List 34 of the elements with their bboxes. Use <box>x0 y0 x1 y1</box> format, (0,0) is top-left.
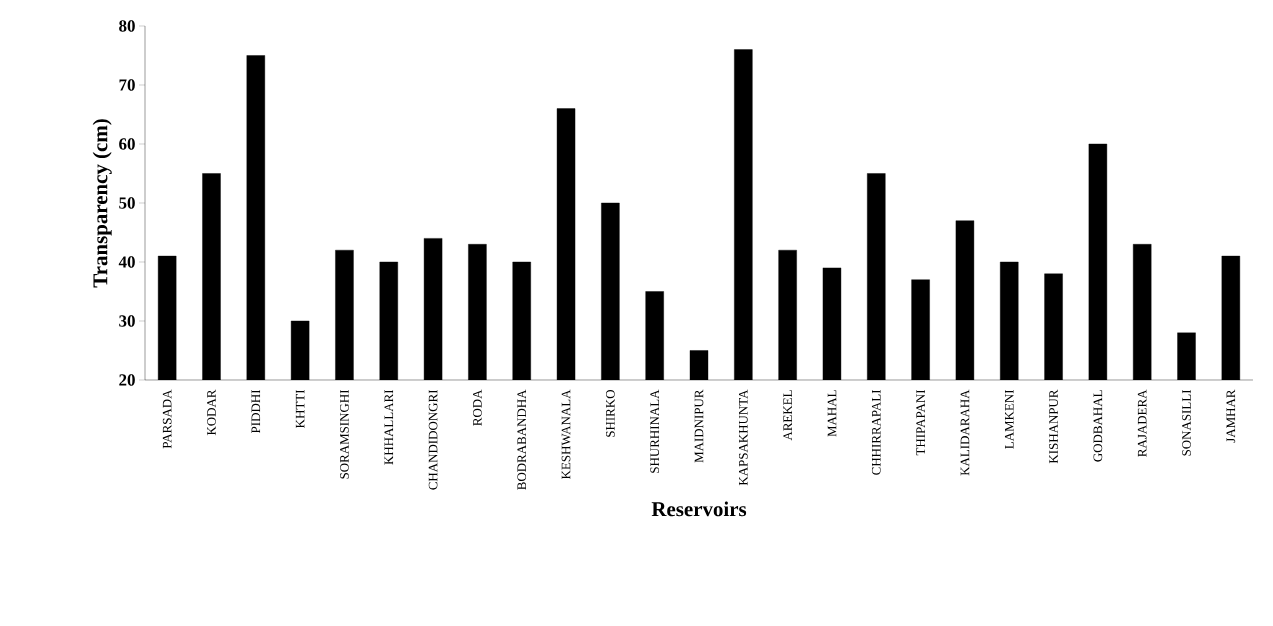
x-tick-label: AREKEL <box>783 390 792 441</box>
y-tick-label: 80 <box>119 20 135 32</box>
x-tick-label: MAHAL <box>827 390 837 437</box>
x-tick-label: KISHANPUR <box>1049 389 1058 464</box>
y-tick-label: 50 <box>119 197 135 209</box>
x-tick-label: KHTTI <box>295 389 305 428</box>
x-tick-label: RODA <box>473 389 482 426</box>
y-tick-label: 60 <box>119 138 135 150</box>
y-axis-title: Transparency (cm) <box>92 119 112 288</box>
x-tick-label: PARSADA <box>162 389 172 449</box>
x-tick-label: KODAR <box>207 389 216 436</box>
x-tick-label: CHHIRRAPALI <box>871 389 881 475</box>
x-tick-label: PIDDHI <box>251 389 261 434</box>
x-tick-label: KHHALLARI <box>384 389 394 465</box>
x-axis-title: Reservoirs <box>651 501 747 517</box>
x-tick-label: BODRABANDHA <box>517 389 527 490</box>
x-tick-label: MAIDNIPUR <box>694 389 704 463</box>
x-tick-label: SHIRKO <box>606 390 615 437</box>
x-tick-label: KAPSAKHUNTA <box>738 389 748 486</box>
x-tick-label: SHURHINALA <box>650 389 660 473</box>
x-tick-label: KALIDARAHA <box>960 389 970 476</box>
x-tick-label: KESHWANALA <box>561 389 571 480</box>
y-tick-label: 20 <box>119 374 135 386</box>
x-tick-label: RAJADERA <box>1137 389 1147 457</box>
y-tick-label: 40 <box>118 256 135 268</box>
x-tick-label: GODBAHAL <box>1093 390 1103 462</box>
x-tick-label: SORAMSINGHI <box>340 389 349 479</box>
x-tick-label: LAMKENI <box>1004 389 1014 449</box>
y-tick-label: 30 <box>119 315 135 327</box>
x-tick-label: JAMHAR <box>1226 389 1236 443</box>
x-tick-label: THIPAPANI <box>916 389 925 456</box>
x-tick-label: SONASILLI <box>1182 389 1191 456</box>
y-tick-label: 70 <box>119 79 135 91</box>
x-tick-label: CHANDIDONGRI <box>428 389 438 490</box>
